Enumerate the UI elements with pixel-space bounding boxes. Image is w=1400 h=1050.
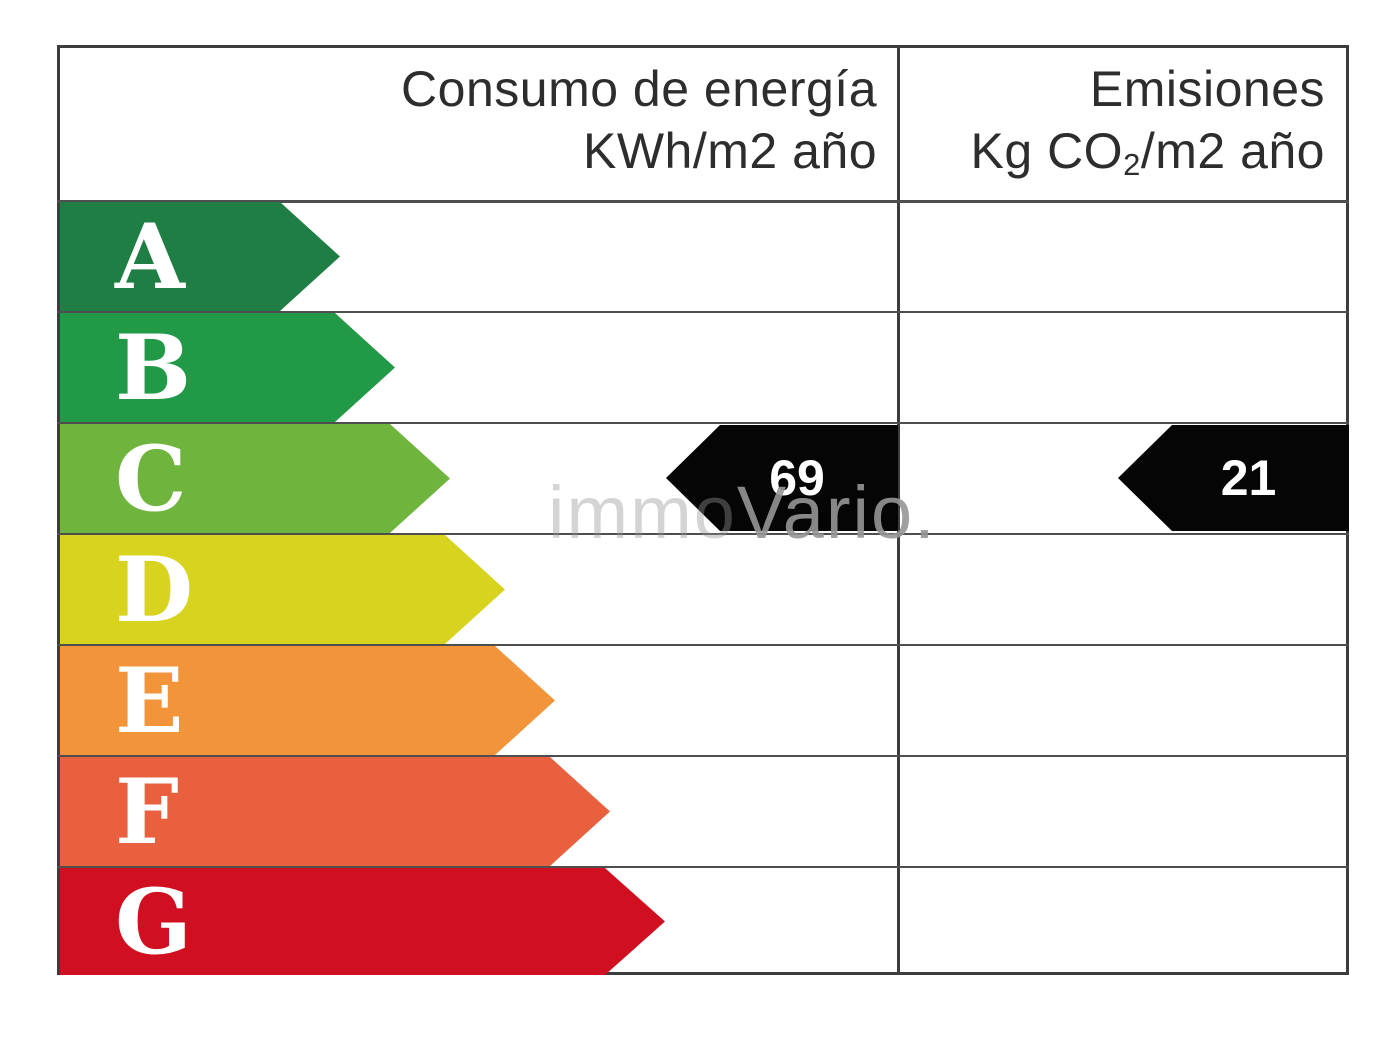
rating-letter-g: G	[115, 868, 192, 975]
rating-bar-e: E	[60, 646, 555, 755]
rating-bar-b: B	[60, 313, 395, 422]
rating-letter-b: B	[115, 314, 192, 421]
emissions-value: 21	[1220, 450, 1277, 506]
header-consumption-line1: Consumo de energía	[401, 61, 877, 117]
watermark-part1: immo	[548, 476, 737, 543]
consumption-value-arrow-icon: 69	[666, 425, 898, 531]
co2-subscript: 2	[1123, 146, 1141, 182]
rating-letter-f: F	[115, 758, 179, 865]
header-consumption: Consumo de energía KWh/m2 año	[100, 58, 877, 182]
rating-letter-a: A	[115, 203, 185, 310]
consumption-value: 69	[769, 450, 825, 506]
rating-bar-g: G	[60, 868, 665, 975]
emissions-value-arrow-icon: 21	[1118, 425, 1349, 531]
header-emissions-line2: Kg CO2/m2 año	[970, 123, 1325, 182]
rating-bar-d: D	[60, 535, 505, 644]
watermark: immoVario.	[548, 476, 937, 543]
row-line-ef	[57, 755, 1349, 757]
row-line-cd	[57, 533, 1349, 535]
row-line-fg	[57, 866, 1349, 868]
row-line-ab	[57, 311, 1349, 313]
header-emissions: Emisiones Kg CO2/m2 año	[640, 58, 1325, 196]
rating-letter-e: E	[115, 647, 184, 754]
row-line-bc	[57, 422, 1349, 424]
row-line-de	[57, 644, 1349, 646]
watermark-part2: Vario.	[736, 476, 937, 543]
rating-letter-c: C	[115, 425, 187, 532]
rating-bar-f: F	[60, 757, 610, 866]
rating-letter-d: D	[115, 536, 194, 643]
column-divider	[897, 45, 900, 975]
rating-bar-c: C	[60, 424, 450, 533]
header-bottom-line	[57, 200, 1349, 203]
header-consumption-line2: KWh/m2 año	[582, 123, 877, 179]
rating-bar-a: A	[60, 202, 340, 311]
header-emissions-line1: Emisiones	[1089, 61, 1325, 117]
